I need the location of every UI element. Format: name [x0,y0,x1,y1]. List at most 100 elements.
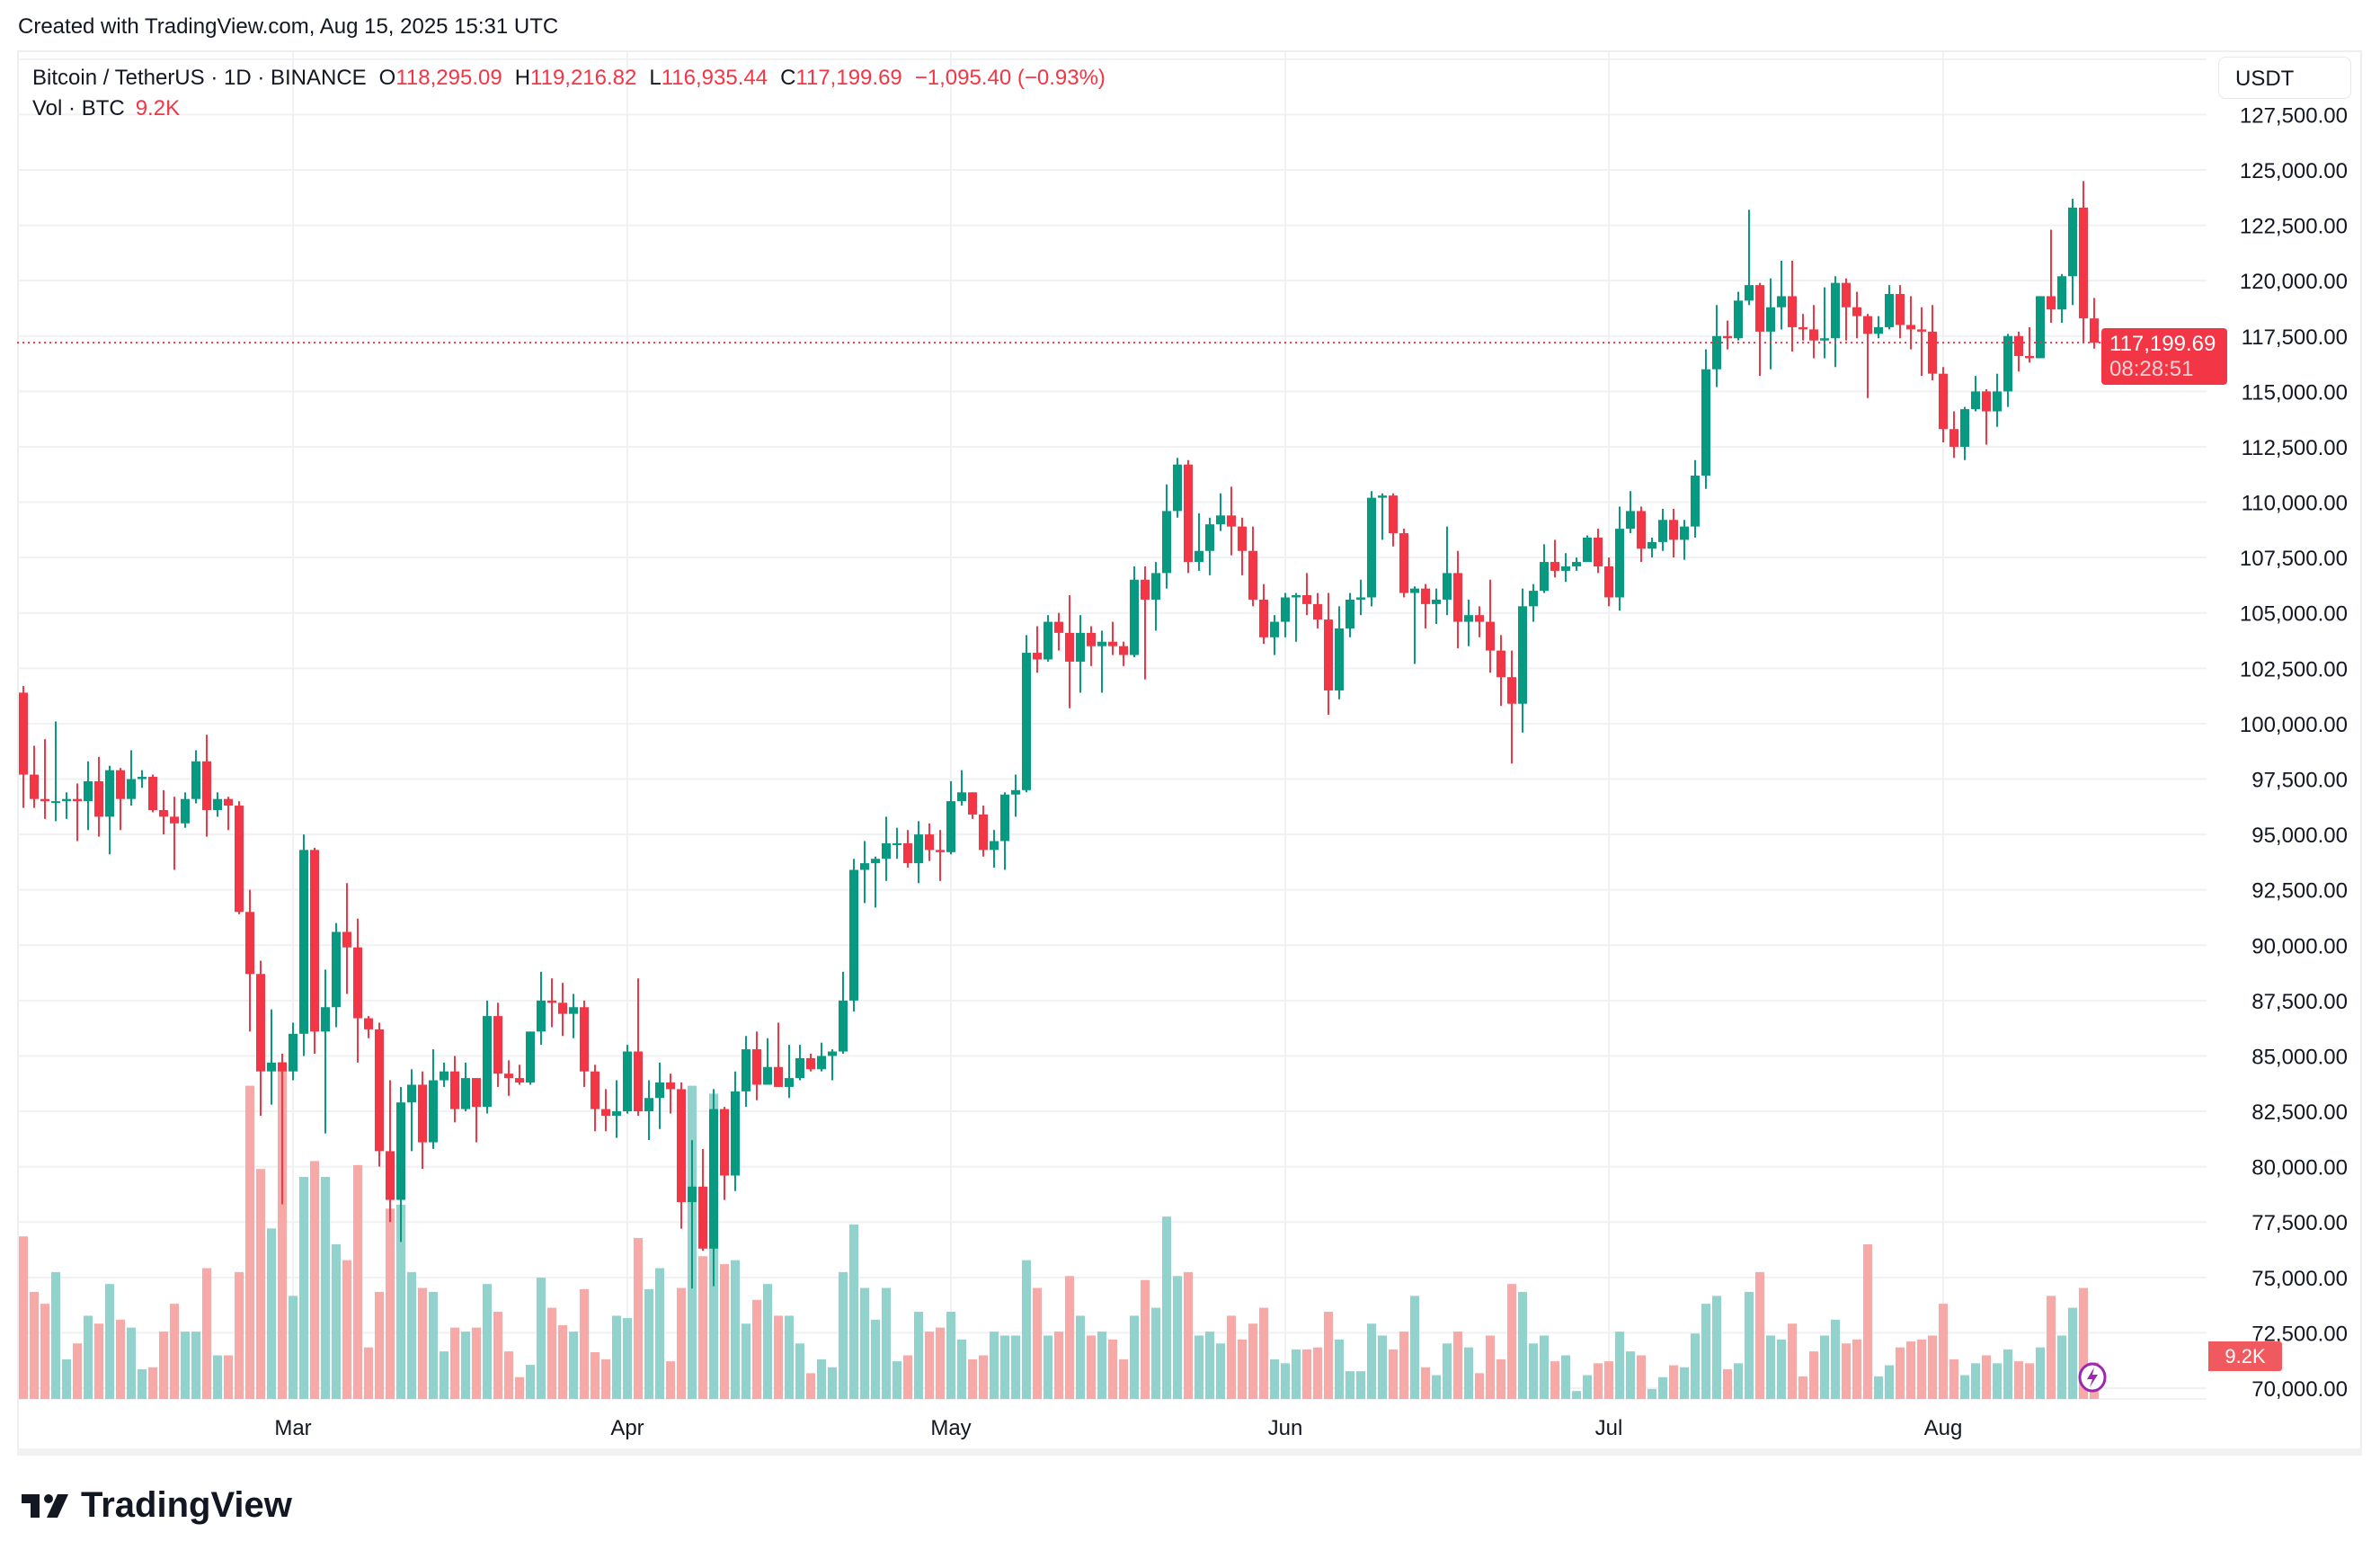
candle[interactable] [634,978,643,1116]
candle[interactable] [483,1000,492,1114]
candle[interactable] [1745,209,1754,306]
candle[interactable] [1259,584,1268,645]
candle[interactable] [763,1038,772,1085]
candle[interactable] [731,1071,740,1191]
symbol-title[interactable]: Bitcoin / TetherUS · 1D · BINANCE [32,66,367,90]
candle[interactable] [407,1069,416,1152]
candle[interactable] [1205,517,1214,575]
candle[interactable] [1475,606,1484,637]
candle[interactable] [1194,512,1203,571]
lightning-bolt-icon[interactable] [2077,1361,2108,1394]
candle[interactable] [1637,506,1646,563]
candle[interactable] [342,883,351,994]
candle[interactable] [289,1022,298,1081]
candle[interactable] [116,768,125,831]
candle[interactable] [1496,635,1505,707]
candle[interactable] [720,1107,729,1200]
candle[interactable] [601,1089,610,1132]
candle[interactable] [30,745,39,808]
candle[interactable] [903,830,912,869]
candle[interactable] [1885,285,1894,330]
candle[interactable] [364,1016,373,1038]
candle[interactable] [1529,584,1538,622]
candle[interactable] [1755,282,1764,377]
candle[interactable] [1248,526,1257,607]
candle[interactable] [2047,229,2056,323]
candle[interactable] [1184,459,1193,574]
candle[interactable] [1141,566,1150,680]
candle[interactable] [688,1140,697,1289]
candle[interactable] [1389,493,1398,547]
candle[interactable] [1982,388,1991,445]
candle[interactable] [1960,406,1969,460]
candle[interactable] [310,847,319,1054]
candle[interactable] [1971,376,1980,412]
tradingview-logo[interactable]: TradingView [22,1485,292,1526]
candle[interactable] [2014,331,2023,372]
candle[interactable] [644,1080,653,1141]
candle[interactable] [925,823,934,861]
candle[interactable] [1022,635,1031,793]
candle[interactable] [2068,199,2077,306]
candle[interactable] [1033,626,1042,673]
candle[interactable] [2036,296,2045,359]
candle[interactable] [1216,493,1225,531]
candle[interactable] [202,735,211,837]
candle[interactable] [1227,486,1236,556]
candle[interactable] [979,806,988,857]
candle[interactable] [1410,586,1419,664]
currency-button[interactable]: USDT [2218,57,2351,99]
candle[interactable] [2090,298,2099,349]
candle[interactable] [892,827,901,860]
candle[interactable] [1766,278,1775,370]
candle[interactable] [1820,287,1829,359]
candle[interactable] [849,859,858,1012]
candle[interactable] [1043,615,1052,662]
candle[interactable] [375,1022,384,1167]
candle[interactable] [655,1062,664,1129]
candle[interactable] [666,1073,675,1114]
candle[interactable] [1108,621,1117,655]
candle[interactable] [1281,592,1290,637]
candle[interactable] [795,1045,804,1081]
candle[interactable] [493,1002,502,1087]
candle[interactable] [418,1071,427,1170]
candle[interactable] [1680,520,1689,560]
candle[interactable] [677,1082,686,1229]
candle[interactable] [1087,626,1096,666]
candle[interactable] [2025,326,2034,363]
candle[interactable] [1464,599,1473,646]
candle[interactable] [267,1009,276,1105]
candle[interactable] [213,792,222,817]
candle[interactable] [94,756,103,837]
candle[interactable] [224,797,233,831]
candle[interactable] [623,1045,632,1114]
candle[interactable] [1712,305,1721,388]
candle[interactable] [278,1053,287,1205]
candle[interactable] [1863,314,1872,398]
candle[interactable] [1270,615,1279,655]
candle[interactable] [1993,373,2002,427]
candle[interactable] [138,770,147,788]
candle[interactable] [321,969,330,1134]
candle[interactable] [1788,261,1797,352]
candle[interactable] [1939,367,1948,443]
candle[interactable] [839,971,848,1054]
candle[interactable] [612,1080,621,1138]
candle[interactable] [1615,506,1624,611]
candle[interactable] [1518,588,1527,733]
candle[interactable] [62,792,71,819]
candle[interactable] [2079,181,2088,343]
candle[interactable] [1065,595,1074,708]
candle[interactable] [235,801,244,914]
candle[interactable] [1798,314,1807,341]
candle[interactable] [580,1000,589,1087]
candle[interactable] [1874,316,1883,339]
candle[interactable] [914,821,923,884]
candle[interactable] [429,1049,438,1149]
candle[interactable] [1647,537,1656,558]
candle[interactable] [1324,592,1333,716]
candle[interactable] [1378,493,1387,540]
candle[interactable] [40,739,49,819]
